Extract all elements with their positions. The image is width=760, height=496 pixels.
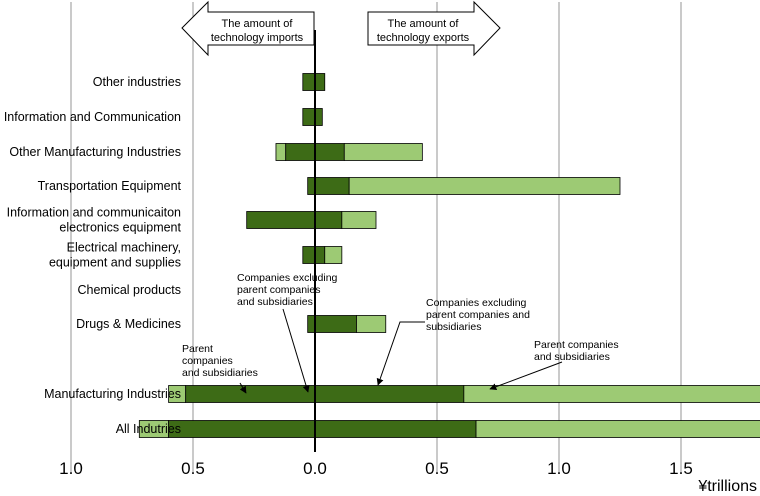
bar-export-parent-9 (475, 420, 760, 438)
x-tick-label-4: 1.0 (547, 459, 571, 478)
x-tick-labels: 1.00.50.00.51.01.52.02.53.0 (59, 459, 693, 478)
annotation-leader-3 (489, 361, 563, 391)
bar-export-parent-3 (348, 177, 621, 195)
category-label-9-0: All Indutries (116, 422, 181, 436)
category-labels: Other industries Information and Communic… (4, 75, 182, 436)
annotation-0-line-2: and subsidiaries (182, 367, 258, 379)
category-label-1-0: Information and Communication (4, 110, 181, 124)
x-tick-label-3: 0.5 (425, 459, 449, 478)
bars (138, 73, 760, 438)
x-tick-label-0: 1.0 (59, 459, 83, 478)
bar-export-parent-7 (356, 315, 387, 333)
category-label-3-0: Transportation Equipment (38, 179, 182, 193)
bar-import-excluding-3 (307, 177, 316, 195)
annotation-leader-0 (239, 382, 247, 394)
category-label-8-0: Manufacturing Industries (44, 387, 181, 401)
header-arrows: The amount of technology imports The amoun… (181, 0, 501, 57)
category-label-6-0: Chemical products (77, 283, 181, 297)
annotation-1-line-2: and subsidiaries (237, 296, 313, 308)
bar-import-excluding-0 (302, 73, 316, 91)
gridlines (70, 2, 682, 474)
annotation-0-line-0: Parent (182, 343, 213, 355)
bar-import-excluding-9 (168, 420, 316, 438)
x-tick-label-1: 0.5 (181, 459, 205, 478)
bar-export-excluding-7 (314, 315, 357, 333)
exports-arrow-label-0: The amount of (388, 18, 460, 30)
bar-export-excluding-5 (314, 246, 326, 264)
category-label-0-0: Other industries (93, 75, 181, 89)
imports-arrow-label-0: The amount of (222, 18, 294, 30)
bar-import-excluding-5 (302, 246, 316, 264)
bar-import-excluding-1 (302, 108, 316, 126)
category-label-4-0: Information and communicaiton (7, 206, 181, 220)
annotation-2-line-1: parent companies and (426, 309, 530, 321)
bar-import-excluding-7 (307, 315, 316, 333)
annotation-2-line-2: subsidiaries (426, 321, 481, 333)
annotation-leader-2 (376, 321, 425, 386)
category-label-4-1: electronics equipment (59, 221, 181, 235)
bar-import-excluding-8 (185, 385, 316, 403)
annotation-3-line-1: and subsidiaries (534, 351, 610, 363)
category-label-7-0: Drugs & Medicines (76, 317, 181, 331)
unit-label: ¥trillions (697, 478, 757, 495)
bar-export-excluding-0 (314, 73, 326, 91)
annotation-1-line-0: Companies excluding (237, 272, 338, 284)
bar-import-parent-2 (275, 143, 287, 161)
exports-arrow-label-1: technology exports (377, 32, 470, 44)
bar-import-excluding-4 (246, 211, 316, 229)
x-tick-label-5: 1.5 (669, 459, 693, 478)
category-label-5-0: Electrical machinery, (67, 241, 181, 255)
bar-export-excluding-9 (314, 420, 477, 438)
exports-arrow-shape (367, 0, 501, 57)
bar-export-excluding-2 (314, 143, 345, 161)
annotation-1-line-1: parent companies (237, 284, 320, 296)
bar-export-excluding-8 (314, 385, 465, 403)
bar-export-excluding-1 (314, 108, 323, 126)
x-tick-label-2: 0.0 (303, 459, 327, 478)
annotation-2-line-0: Companies excluding (426, 297, 527, 309)
bar-export-excluding-3 (314, 177, 350, 195)
bar-export-parent-4 (341, 211, 377, 229)
category-label-2-0: Other Manufacturing Industries (9, 145, 181, 159)
bar-import-excluding-2 (285, 143, 316, 161)
annotation-leader-1 (282, 308, 310, 393)
annotation-0-line-1: companies (182, 355, 233, 367)
annotation-3-line-0: Parent companies (534, 339, 619, 351)
bar-export-parent-2 (343, 143, 423, 161)
category-label-5-1: equipment and supplies (49, 256, 181, 270)
bar-export-parent-5 (324, 246, 343, 264)
bar-export-parent-8 (463, 385, 760, 403)
bar-export-excluding-4 (314, 211, 343, 229)
imports-arrow-shape (181, 0, 315, 57)
imports-arrow-label-1: technology imports (211, 32, 304, 44)
